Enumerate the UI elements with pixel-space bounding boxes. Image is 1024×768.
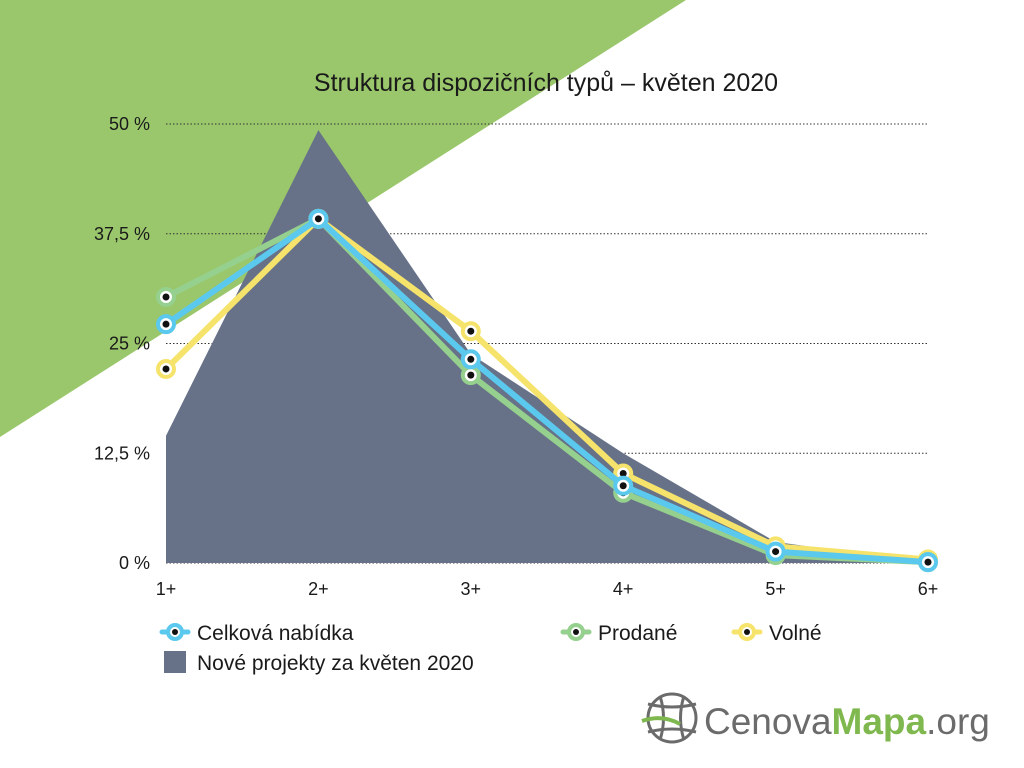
data-point-center [314,215,322,223]
legend-marker-center [172,629,178,635]
data-point-center [162,320,170,328]
x-tick-labels: 1+ 2+ 3+ 4+ 5+ 6+ [156,579,939,599]
data-point-center [162,365,170,373]
data-point-center [924,558,932,566]
y-tick-label: 25 % [109,334,150,354]
area-series-layer [166,130,928,563]
legend-item-prodane: Prodané [560,622,677,645]
legend-item-celkova-nabidka: Celková nabídka [159,622,354,645]
logo-text-mapa: Mapa [832,701,927,742]
legend-item-volne: Volné [731,622,822,645]
line-series-layer [156,208,938,573]
svg-text:CenovaMapa.org: CenovaMapa.org [704,701,990,742]
data-point-center [467,355,475,363]
chart-title: Struktura dispozičních typů – květen 202… [314,69,778,97]
data-point-center [467,371,475,379]
logo-text-cenova: Cenova [704,701,832,742]
data-point-center [619,469,627,477]
globe-grid-icon [641,692,698,744]
series-line [163,215,931,563]
y-tick-labels: 0 % 12,5 % 25 % 37,5 % 50 % [94,114,150,573]
y-tick-label: 50 % [109,114,150,134]
legend-label: Celková nabídka [197,622,354,645]
series-celkova-nabidka [156,208,938,573]
x-tick-label: 2+ [308,579,329,599]
legend-area-swatch [164,651,186,673]
area-series-nove-projekty [166,130,928,563]
x-tick-label: 6+ [918,579,939,599]
x-tick-label: 5+ [765,579,786,599]
legend-item-nove-projekty: Nové projekty za květen 2020 [164,651,474,675]
x-tick-label: 4+ [613,579,634,599]
cenovamapa-logo: CenovaMapa.org [641,692,990,744]
legend-marker-center [744,629,750,635]
legend-label: Prodané [598,622,677,645]
y-tick-label: 37,5 % [94,224,150,244]
legend: Celková nabídka Prodané Volné Nové projekty… [159,622,822,675]
data-point-center [619,482,627,490]
data-point-center [162,293,170,301]
data-point-center [772,548,780,556]
logo-text-org: .org [926,701,990,742]
y-tick-label: 0 % [119,553,150,573]
legend-label: Nové projekty za květen 2020 [197,652,474,675]
y-tick-label: 12,5 % [94,443,150,463]
series-line [163,215,931,566]
x-tick-label: 1+ [156,579,177,599]
x-tick-label: 3+ [461,579,482,599]
data-point-center [467,327,475,335]
legend-label: Volné [769,622,822,645]
legend-marker-center [573,629,579,635]
